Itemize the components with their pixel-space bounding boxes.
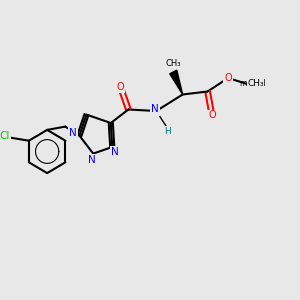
Text: O: O bbox=[117, 82, 124, 92]
Text: N: N bbox=[88, 154, 96, 165]
Text: N: N bbox=[151, 104, 159, 115]
Text: N: N bbox=[111, 147, 119, 158]
Text: H: H bbox=[164, 127, 171, 136]
Polygon shape bbox=[170, 70, 183, 94]
Text: CH₃: CH₃ bbox=[247, 80, 264, 88]
Text: O: O bbox=[208, 110, 216, 121]
Text: Cl: Cl bbox=[0, 131, 10, 141]
Text: methyl: methyl bbox=[239, 80, 266, 88]
Text: CH₃: CH₃ bbox=[166, 59, 181, 68]
Text: O: O bbox=[224, 73, 232, 83]
Text: N: N bbox=[69, 128, 77, 138]
